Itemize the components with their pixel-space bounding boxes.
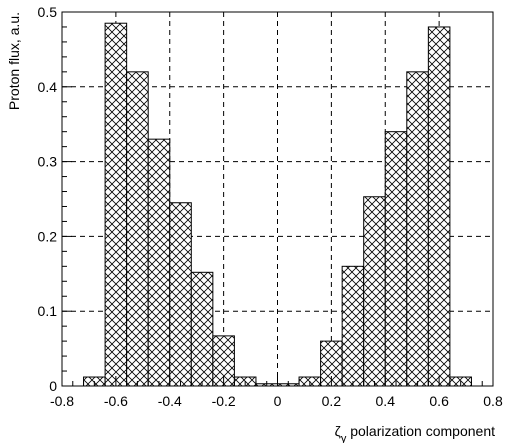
histogram-bar bbox=[104, 22, 128, 387]
x-axis-title: ζy polarization component bbox=[335, 423, 495, 443]
histogram-bar bbox=[384, 131, 408, 387]
x-tick-label: -0.6 bbox=[104, 393, 128, 409]
histogram-bar bbox=[341, 265, 365, 387]
histogram-bar bbox=[427, 26, 451, 387]
y-tick-label: 0.4 bbox=[38, 79, 58, 95]
histogram-bar bbox=[126, 71, 149, 387]
y-tick-label: 0.3 bbox=[38, 154, 58, 170]
histogram-bar bbox=[363, 196, 386, 387]
x-tick-label: -0.4 bbox=[158, 393, 182, 409]
x-tick-label: 0.2 bbox=[322, 393, 342, 409]
y-tick-label: 0 bbox=[49, 378, 57, 394]
histogram-bar bbox=[169, 202, 192, 387]
histogram-bar bbox=[406, 71, 429, 387]
y-tick-label: 0.2 bbox=[38, 228, 58, 244]
x-axis-title-text: polarization component bbox=[346, 423, 495, 439]
histogram-bar bbox=[190, 271, 214, 387]
tick-marks bbox=[61, 11, 494, 387]
x-axis-title-subscript: y bbox=[341, 433, 347, 443]
x-axis-title-symbol: ζ bbox=[335, 423, 341, 439]
histogram-bar bbox=[147, 138, 171, 387]
x-tick-label: 0 bbox=[274, 393, 282, 409]
y-axis-title: Proton flux, a.u. bbox=[6, 12, 22, 110]
y-tick-labels: 0 0.1 0.2 0.3 0.4 0.5 bbox=[38, 4, 58, 394]
y-tick-label: 0.5 bbox=[38, 4, 58, 20]
x-tick-labels: -0.8 -0.6 -0.4 -0.2 0 0.2 0.4 0.6 0.8 bbox=[50, 393, 503, 409]
histogram-bars bbox=[83, 22, 472, 387]
x-tick-label: 0.4 bbox=[376, 393, 396, 409]
x-tick-label: 0.6 bbox=[429, 393, 449, 409]
x-tick-label: 0.8 bbox=[483, 393, 503, 409]
x-tick-label: -0.8 bbox=[50, 393, 74, 409]
x-tick-label: -0.2 bbox=[212, 393, 236, 409]
y-tick-label: 0.1 bbox=[38, 303, 58, 319]
